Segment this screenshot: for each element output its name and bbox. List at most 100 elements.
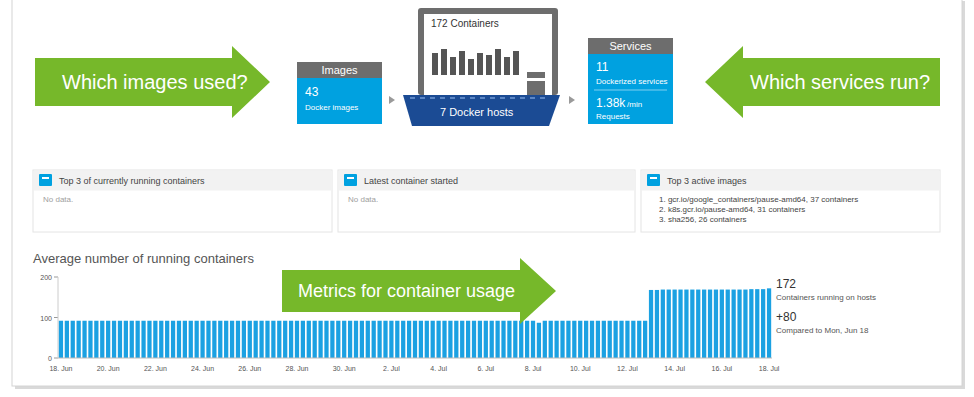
bar xyxy=(448,321,452,358)
bar xyxy=(590,321,594,358)
x-tick-label: 10. Jul xyxy=(570,365,591,372)
container-icon xyxy=(432,53,438,75)
y-tick xyxy=(54,358,58,359)
bar xyxy=(206,321,210,358)
bar xyxy=(702,290,706,358)
ship-hull[interactable] xyxy=(403,95,560,126)
bar xyxy=(442,321,446,358)
y-tick-label: 100 xyxy=(40,315,52,322)
bar xyxy=(743,290,747,358)
bar xyxy=(307,321,311,358)
bar xyxy=(732,290,736,358)
bar xyxy=(667,290,671,358)
bar xyxy=(183,321,187,358)
container-icon xyxy=(513,51,519,75)
bar xyxy=(625,321,629,358)
bar xyxy=(478,321,482,358)
x-tick-label: 6. Jul xyxy=(477,365,494,372)
hull-dash xyxy=(430,97,435,99)
x-tick-label: 24. Jun xyxy=(191,365,214,372)
bar xyxy=(236,321,240,358)
card-body[interactable] xyxy=(588,54,673,124)
panel-icon-line xyxy=(347,177,354,179)
y-tick xyxy=(54,277,58,278)
x-tick-label: 26. Jun xyxy=(238,365,261,372)
panel-box xyxy=(338,170,635,232)
card-label: Docker images xyxy=(305,103,358,112)
bar xyxy=(549,321,553,358)
bar xyxy=(619,321,623,358)
bar xyxy=(696,290,700,358)
card-title: Images xyxy=(321,64,358,76)
bar xyxy=(383,321,387,358)
bar xyxy=(537,323,541,358)
hull-dash xyxy=(510,97,515,99)
callout-text: Which images used? xyxy=(62,71,248,93)
card-unit: /min xyxy=(627,100,642,109)
x-tick-label: 22. Jun xyxy=(144,365,167,372)
bar xyxy=(767,288,771,358)
x-tick-label: 8. Jul xyxy=(525,365,542,372)
x-tick-label: 14. Jul xyxy=(664,365,685,372)
hull-dash xyxy=(450,97,455,99)
panel: Top 3 of currently running containersNo … xyxy=(33,170,332,232)
card-body[interactable] xyxy=(297,78,382,124)
bar xyxy=(360,321,364,358)
panel-empty: No data. xyxy=(348,195,378,204)
bar xyxy=(94,321,98,358)
bar xyxy=(130,321,134,358)
y-tick-label: 200 xyxy=(40,274,52,281)
flow-arrow xyxy=(569,96,575,104)
callout-arrow xyxy=(35,46,270,118)
bar xyxy=(141,321,145,358)
card-count: 11 xyxy=(596,60,609,74)
panel-item: 2. k8s.gcr.io/pause-amd64, 31 containers xyxy=(659,205,805,214)
bar xyxy=(65,321,69,358)
bar xyxy=(153,321,157,358)
bar xyxy=(466,321,470,358)
x-tick-label: 16. Jul xyxy=(712,365,733,372)
bar xyxy=(301,321,305,358)
panel-header xyxy=(642,171,940,191)
panel: Top 3 active images1. gcr.io/google_cont… xyxy=(641,170,940,232)
bar xyxy=(684,290,688,358)
panel-icon xyxy=(344,174,357,186)
panel-icon-line xyxy=(650,177,657,179)
bar xyxy=(342,321,346,358)
bar xyxy=(543,321,547,358)
bar xyxy=(218,321,222,358)
bar xyxy=(490,321,494,358)
panel-title: Latest container started xyxy=(364,176,458,186)
bar xyxy=(372,321,376,358)
x-tick-label: 4. Jul xyxy=(430,365,447,372)
bar xyxy=(431,321,435,358)
card-count: 1.38k xyxy=(596,96,626,110)
bar xyxy=(720,290,724,358)
callout-arrow xyxy=(705,46,940,118)
bar xyxy=(324,321,328,358)
bar xyxy=(425,321,429,358)
bar xyxy=(655,290,659,358)
chart-title: Average number of running containers xyxy=(33,251,254,266)
bar xyxy=(265,321,269,358)
x-tick-label: 2. Jul xyxy=(383,365,400,372)
bar xyxy=(283,321,287,358)
ship-chimney-stripe xyxy=(527,78,545,81)
bar xyxy=(413,321,417,358)
callout-arrow xyxy=(282,258,556,324)
panel-header xyxy=(34,171,332,191)
bar xyxy=(755,289,759,358)
container-icon xyxy=(495,49,501,75)
bar xyxy=(165,321,169,358)
bar xyxy=(566,321,570,358)
page: Which images used?Which services run?Ima… xyxy=(0,0,974,397)
panel-item: 1. gcr.io/google_containers/pause-amd64,… xyxy=(659,195,858,204)
bar xyxy=(159,321,163,358)
bar xyxy=(596,321,600,358)
bar xyxy=(395,321,399,358)
bar xyxy=(224,321,228,358)
bar xyxy=(136,321,140,358)
hull-dash xyxy=(490,97,495,99)
bar xyxy=(366,321,370,358)
summary-change: +80 xyxy=(776,310,797,324)
